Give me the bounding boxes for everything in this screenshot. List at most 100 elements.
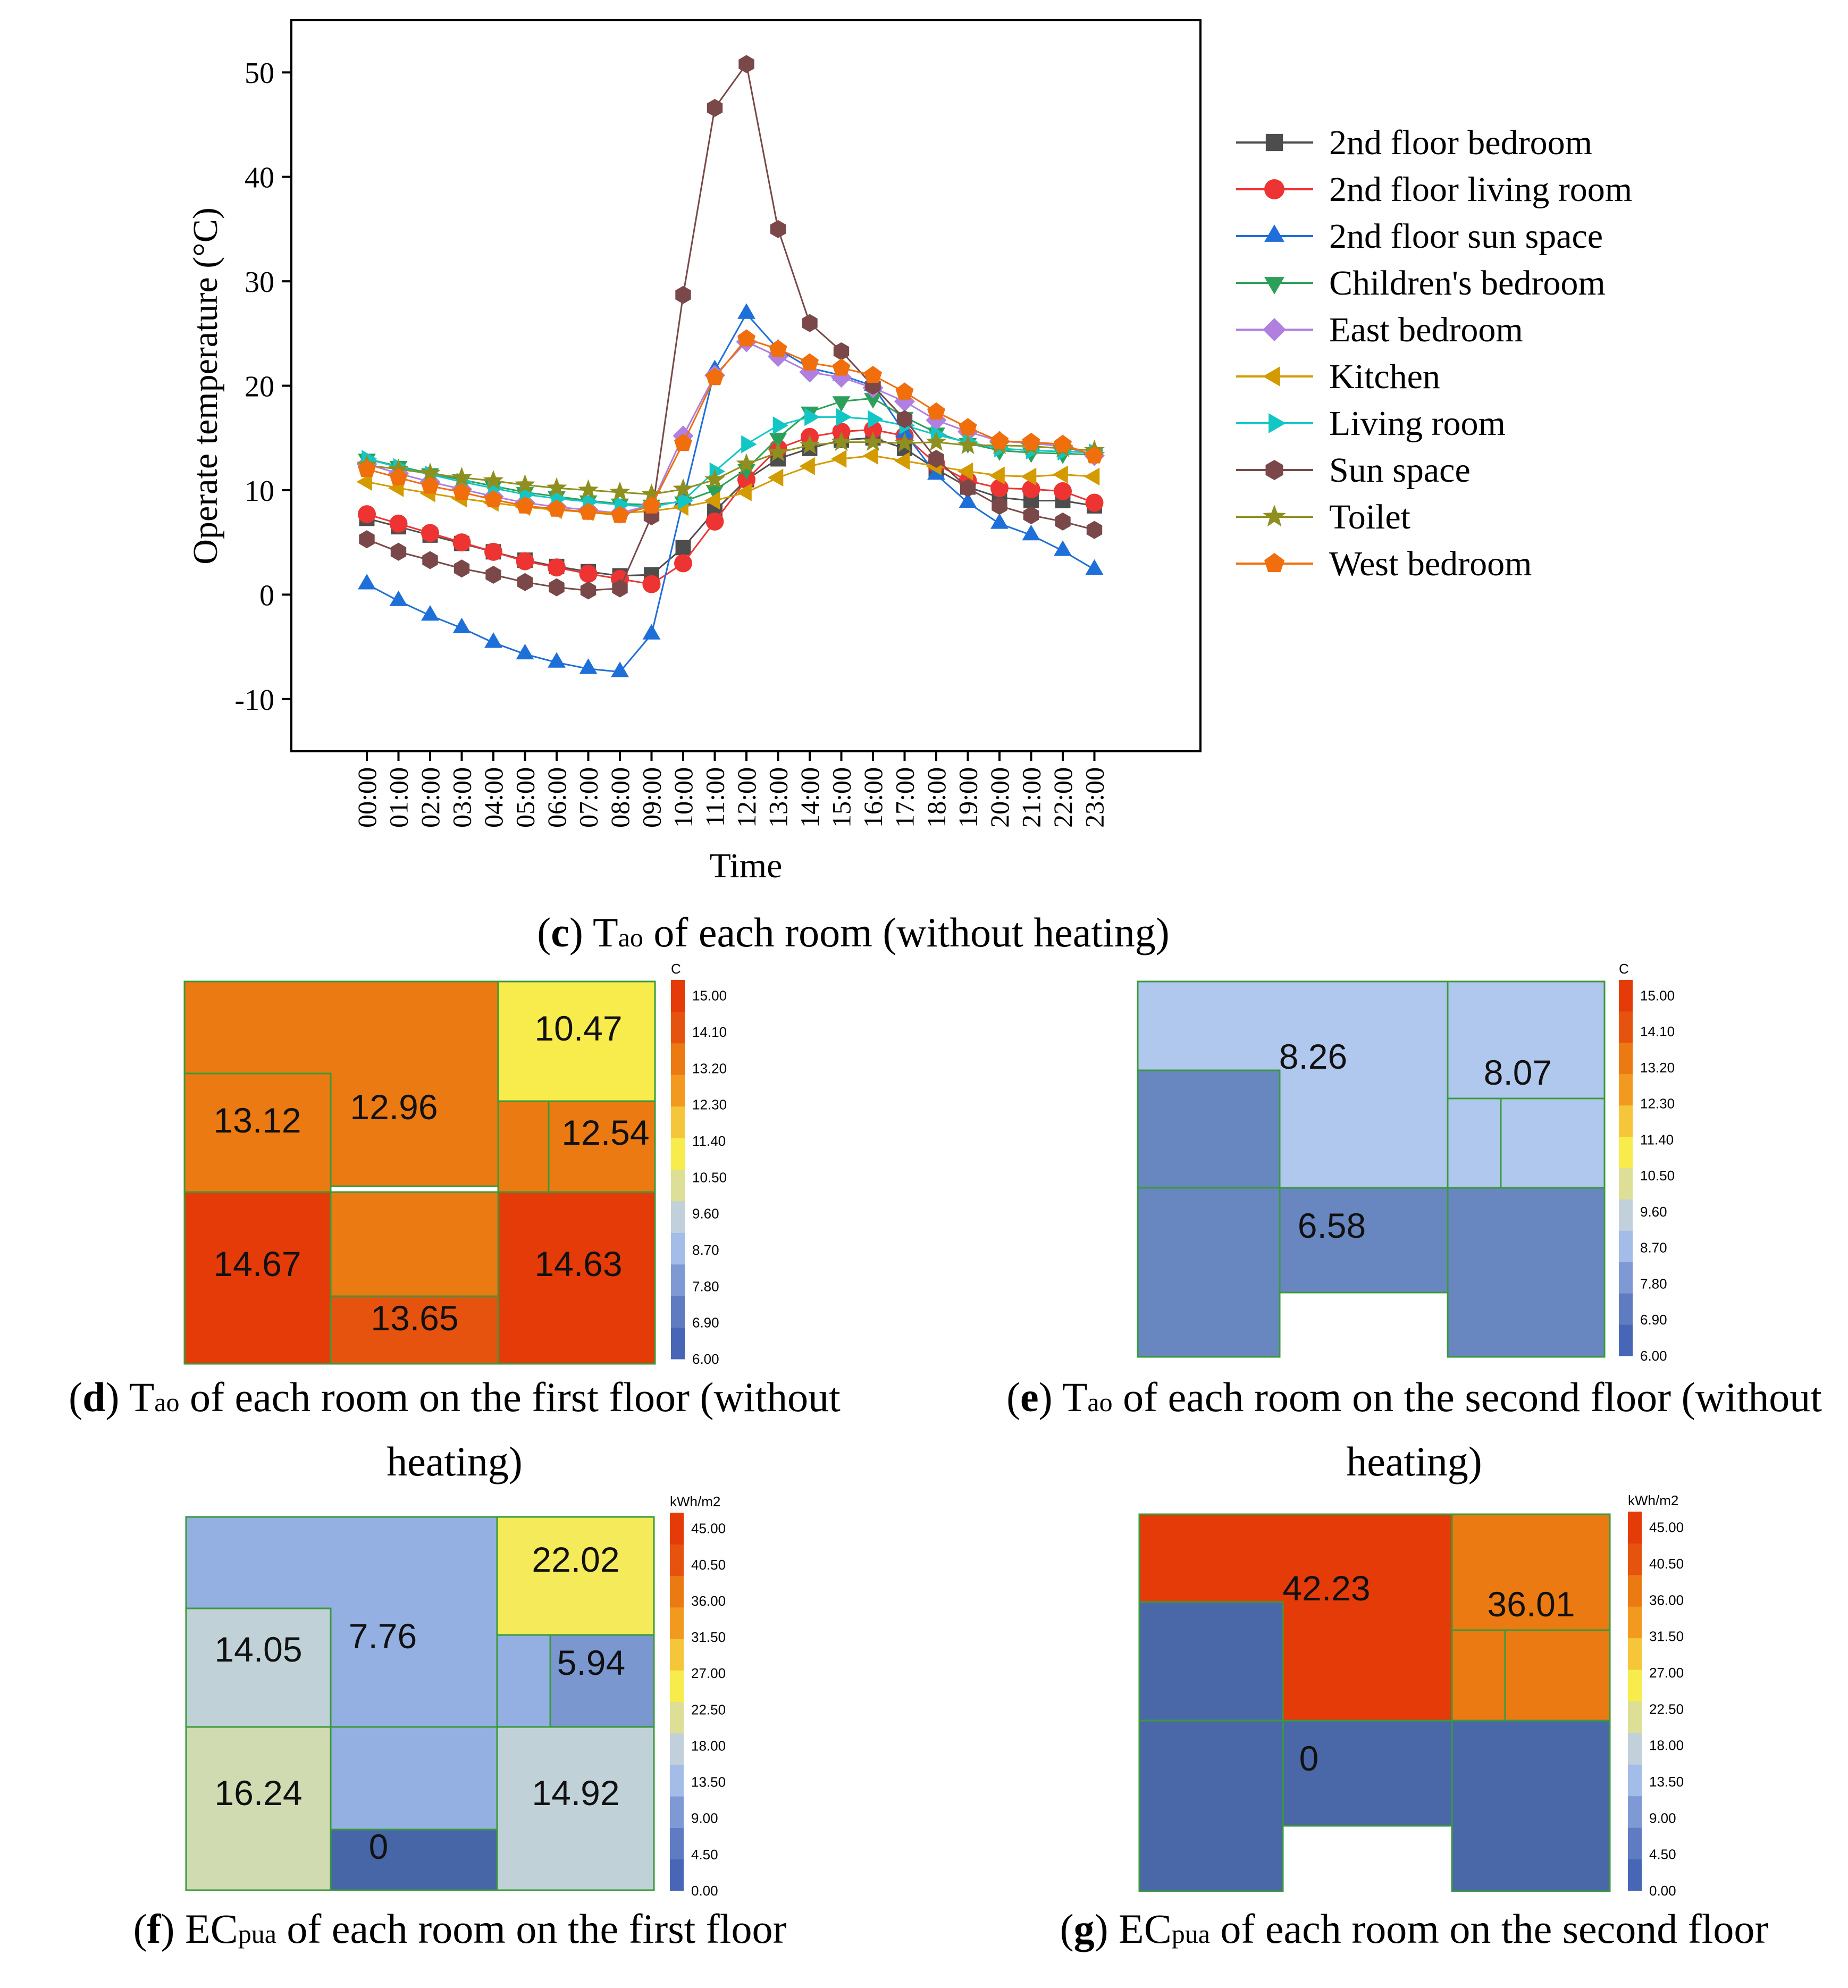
data-point bbox=[546, 477, 567, 497]
legend-label: 2nd floor sun space bbox=[1329, 217, 1603, 256]
room-cell bbox=[1137, 1187, 1281, 1358]
data-point bbox=[737, 303, 755, 319]
colorbar-tick-label: 31.50 bbox=[691, 1629, 726, 1645]
data-point bbox=[612, 579, 628, 598]
data-point bbox=[1264, 224, 1284, 242]
room-cell bbox=[549, 1634, 655, 1728]
colorbar-segment bbox=[670, 1544, 684, 1576]
data-point bbox=[832, 358, 851, 376]
data-point bbox=[483, 469, 504, 490]
data-point bbox=[836, 408, 852, 426]
room-value: 6.58 bbox=[1298, 1206, 1366, 1245]
data-point bbox=[675, 286, 691, 304]
data-point bbox=[862, 431, 884, 451]
colorbar-segment bbox=[670, 1639, 684, 1671]
colorbar: kWh/m2 45.00 40.50 36.00 31.50 27.00 22.50 18.0… bbox=[1628, 1492, 1684, 1899]
x-tick-label: 14:00 bbox=[795, 767, 825, 828]
colorbar-tick-label: 31.50 bbox=[1649, 1629, 1684, 1645]
colorbar-tick-label: 10.50 bbox=[1640, 1168, 1675, 1184]
room-cell bbox=[183, 1191, 332, 1365]
colorbar-segment bbox=[1628, 1859, 1642, 1891]
data-point bbox=[799, 434, 820, 454]
colorbar-segment bbox=[670, 1701, 684, 1734]
x-axis-label: Time bbox=[710, 846, 783, 885]
data-point bbox=[864, 393, 882, 409]
data-point bbox=[894, 391, 915, 412]
colorbar-tick-label: 6.90 bbox=[1640, 1312, 1667, 1328]
data-point bbox=[389, 468, 408, 485]
colorbar-segment bbox=[671, 1169, 685, 1202]
colorbar-segment bbox=[670, 1827, 684, 1860]
data-point bbox=[548, 652, 566, 668]
x-tick-label: 22:00 bbox=[1048, 767, 1078, 828]
room-value: 16.24 bbox=[214, 1773, 302, 1813]
data-point bbox=[705, 485, 724, 501]
data-point bbox=[358, 505, 376, 524]
data-point bbox=[516, 643, 534, 660]
data-point bbox=[1085, 446, 1104, 464]
series-kitchen bbox=[356, 447, 1100, 523]
data-point bbox=[833, 342, 850, 360]
colorbar-segment bbox=[1628, 1512, 1642, 1544]
colorbar-tick-label: 8.70 bbox=[692, 1242, 719, 1258]
colorbar-tick-label: 15.00 bbox=[1640, 987, 1675, 1003]
colorbar-segment bbox=[1628, 1796, 1642, 1828]
data-point bbox=[611, 506, 629, 523]
legend-label: Children's bedroom bbox=[1329, 264, 1606, 303]
data-point bbox=[957, 434, 978, 454]
x-tick-label: 15:00 bbox=[827, 767, 856, 828]
colorbar-tick-label: 36.00 bbox=[1649, 1592, 1684, 1608]
data-point bbox=[957, 462, 973, 481]
data-point bbox=[1085, 559, 1104, 575]
data-point bbox=[1055, 512, 1071, 531]
room-value: 8.07 bbox=[1484, 1053, 1552, 1092]
x-tick-label: 18:00 bbox=[921, 767, 951, 828]
colorbar-tick-label: 10.50 bbox=[692, 1169, 727, 1185]
data-point bbox=[705, 367, 724, 385]
colorbar-tick-label: 6.00 bbox=[692, 1351, 719, 1367]
data-point bbox=[389, 514, 408, 533]
colorbar-tick-label: 40.50 bbox=[691, 1557, 726, 1573]
series-sun-space bbox=[359, 55, 1103, 600]
data-point bbox=[992, 497, 1007, 515]
series-line bbox=[366, 338, 1095, 516]
colorbar-segment bbox=[1619, 1262, 1633, 1294]
colorbar-segment bbox=[1619, 1168, 1633, 1199]
heatmap-first-floor-ec: 22.02 14.05 7.76 5.94 16.24 14.92 0 kWh/… bbox=[185, 1494, 726, 1899]
colorbar-segment bbox=[670, 1513, 684, 1545]
room-value: 14.05 bbox=[214, 1630, 302, 1669]
data-point bbox=[419, 463, 441, 482]
data-point bbox=[485, 566, 501, 584]
data-point bbox=[516, 552, 534, 571]
colorbar-tick-label: 9.00 bbox=[691, 1810, 718, 1826]
colorbar-segment bbox=[1628, 1606, 1642, 1639]
colorbar-tick-label: 27.00 bbox=[1649, 1665, 1684, 1681]
data-point bbox=[990, 431, 1009, 449]
colorbar-tick-label: 22.50 bbox=[1649, 1701, 1684, 1717]
data-point bbox=[484, 542, 502, 561]
colorbar: C 15.00 14.10 13.20 12.30 11.40 10.50 9.60 8.70 7… bbox=[1619, 961, 1675, 1364]
data-point bbox=[738, 55, 754, 73]
data-point bbox=[580, 581, 597, 600]
data-point bbox=[356, 473, 372, 491]
room-cell bbox=[1138, 1719, 1284, 1892]
data-point bbox=[799, 362, 820, 383]
data-point bbox=[1052, 465, 1068, 484]
data-point bbox=[959, 492, 977, 508]
room-value: 22.02 bbox=[532, 1540, 619, 1579]
caption-f: (f) ECpua of each room on the first floo… bbox=[133, 1906, 787, 1952]
data-point bbox=[894, 432, 915, 452]
data-point bbox=[579, 502, 598, 520]
x-tick-label: 19:00 bbox=[953, 767, 983, 828]
colorbar-tick-label: 7.80 bbox=[1640, 1276, 1667, 1291]
legend-label: Kitchen bbox=[1329, 357, 1440, 396]
x-tick-label: 01:00 bbox=[384, 767, 414, 828]
colorbar-tick-label: 14.10 bbox=[1640, 1024, 1675, 1039]
data-point bbox=[1054, 540, 1072, 556]
legend: 2nd floor bedroom 2nd floor living room 2n… bbox=[1236, 123, 1632, 583]
x-axis: 00:00 01:00 02:00 03:00 04:00 05:00 06:00 07:00… bbox=[352, 751, 1110, 828]
data-point bbox=[989, 466, 1005, 485]
heatmap-first-floor-temp: 10.47 13.12 12.96 12.54 14.67 14.63 13.6… bbox=[183, 961, 727, 1367]
series-2nd-floor-bedroom bbox=[359, 430, 1102, 584]
colorbar-tick-label: 6.00 bbox=[1640, 1348, 1667, 1364]
